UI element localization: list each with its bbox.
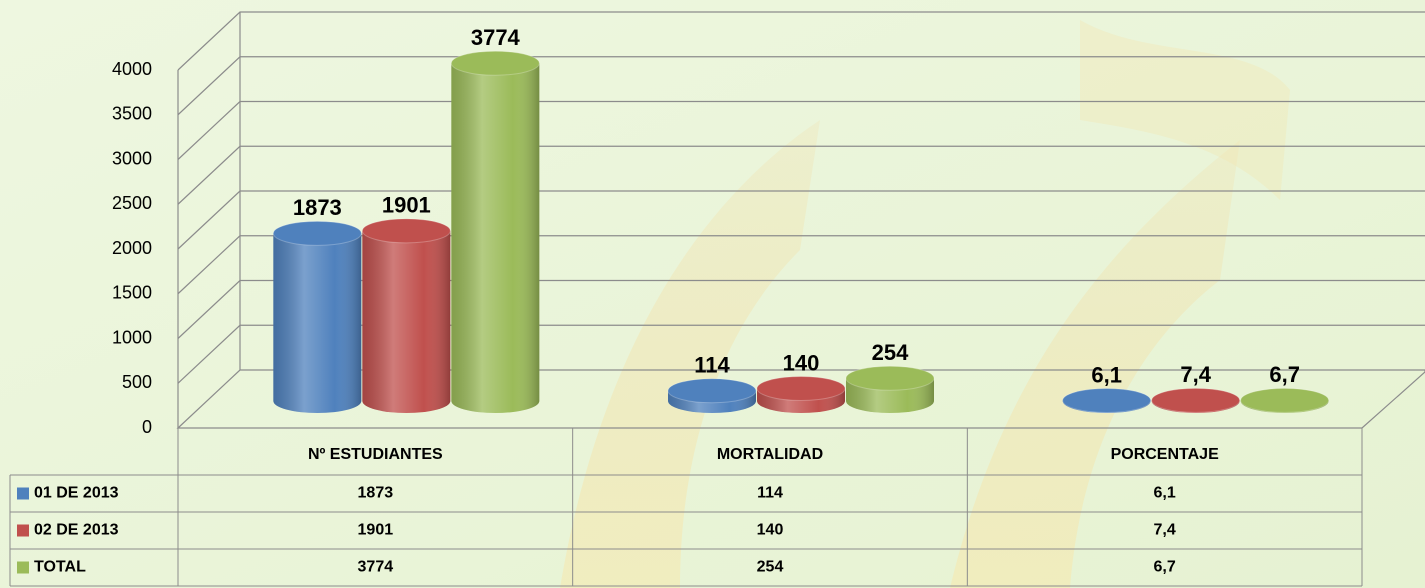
grid-line — [177, 324, 1425, 384]
legend-label: TOTAL — [34, 559, 86, 576]
y-tick-label: 1000 — [112, 327, 152, 347]
value-label: 140 — [783, 350, 820, 375]
y-tick-label: 3000 — [112, 148, 152, 168]
cylinder-top — [756, 375, 846, 401]
column-header: MORTALIDAD — [717, 446, 823, 463]
legend-key — [17, 487, 29, 500]
cylinder-top — [272, 220, 362, 246]
value-label: 114 — [694, 353, 730, 378]
value-label: 3774 — [471, 25, 521, 50]
cylinder-shade — [451, 63, 540, 414]
value-label: 254 — [872, 340, 909, 365]
value-label: 1901 — [382, 193, 431, 218]
cylinder-top — [1240, 387, 1330, 413]
table-cell: 3774 — [358, 559, 394, 576]
y-tick-label: 0 — [142, 417, 152, 437]
cylinder-top — [1062, 387, 1152, 413]
grid-line — [177, 279, 1425, 339]
value-label: 6,7 — [1269, 362, 1300, 387]
grid-line — [177, 100, 1425, 160]
data-table: Nº ESTUDIANTES MORTALIDAD PORCENTAJE 01 DE … — [9, 428, 1363, 587]
y-tick-label: 2000 — [112, 238, 152, 258]
table-cell: 6,7 — [1154, 559, 1176, 576]
y-tick-label: 500 — [122, 372, 152, 392]
bg-arrow — [1080, 20, 1290, 200]
column-header: Nº ESTUDIANTES — [308, 446, 443, 463]
bg-arrow — [560, 120, 820, 588]
table-cell: 254 — [757, 559, 784, 576]
value-label: 7,4 — [1180, 362, 1211, 387]
table-cell: 1901 — [358, 522, 394, 539]
bg-arrow — [950, 140, 1240, 588]
table-cell: 6,1 — [1154, 485, 1176, 502]
table-cell: 7,4 — [1154, 522, 1176, 539]
y-tick-label: 1500 — [112, 283, 152, 303]
grid-line — [177, 145, 1425, 205]
table-cell: 140 — [757, 522, 784, 539]
y-tick-label: 2500 — [112, 193, 152, 213]
cylinder-top — [361, 218, 451, 244]
legend-label: 01 DE 2013 — [34, 485, 119, 502]
grid-line — [177, 56, 1425, 116]
y-tick-label: 4000 — [112, 59, 152, 79]
cylinder-top — [450, 50, 540, 76]
value-label: 6,1 — [1091, 362, 1122, 387]
legend-key — [17, 561, 29, 574]
column-header: PORCENTAJE — [1111, 446, 1219, 463]
legend-label: 02 DE 2013 — [34, 522, 119, 539]
cylinder-top — [1151, 387, 1241, 413]
value-label: 1873 — [293, 195, 342, 220]
grid-line — [177, 235, 1425, 295]
legend-key — [17, 524, 29, 537]
cylinder-shade — [273, 233, 362, 413]
cylinder-shade — [362, 230, 451, 413]
grid-line — [177, 190, 1425, 250]
y-tick-label: 3500 — [112, 104, 152, 124]
cylinder-top — [667, 378, 757, 404]
grid-line — [177, 11, 1425, 71]
table-cell: 1873 — [358, 485, 394, 502]
table-cell: 114 — [757, 485, 783, 502]
cylinder-top — [845, 365, 935, 391]
